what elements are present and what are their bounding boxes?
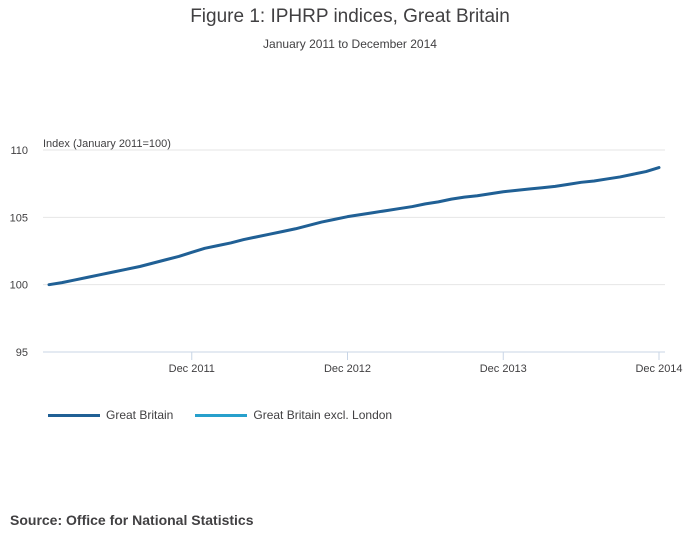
chart-legend: Great Britain Great Britain excl. London [48,408,414,422]
legend-item-great-britain-excl-london[interactable]: Great Britain excl. London [195,408,392,422]
legend-item-great-britain[interactable]: Great Britain [48,408,173,422]
x-tick-label-0: Dec 2011 [169,363,215,375]
legend-swatch-great-britain-excl-london [195,413,248,417]
legend-label-great-britain-excl-london: Great Britain excl. London [253,408,393,422]
source-note: Source: Office for National Statistics [10,512,254,528]
y-tick-label-95: 95 [16,347,28,359]
x-axis [191,352,660,360]
y-tick-label-100: 100 [10,280,28,292]
chart-subtitle: January 2011 to December 2014 [263,37,437,51]
y-tick-label-110: 110 [10,145,28,157]
series-lines [47,166,661,287]
y-tick-label-105: 105 [10,212,28,224]
x-tick-label-1: Dec 2012 [324,363,371,375]
chart-title: Figure 1: IPHRP indices, Great Britain [190,6,510,27]
x-tick-label-2: Dec 2013 [480,363,527,375]
x-tick-label-3: Dec 2014 [635,363,682,375]
series-line-great-britain [47,166,661,287]
axis-labels: 95 100 105 110 Index (January 2011=100) Dec 2… [10,138,683,375]
y-axis-title: Index (January 2011=100) [43,138,171,150]
gridlines [43,149,665,353]
legend-label-great-britain: Great Britain [106,408,174,422]
legend-swatch-great-britain [48,413,100,417]
